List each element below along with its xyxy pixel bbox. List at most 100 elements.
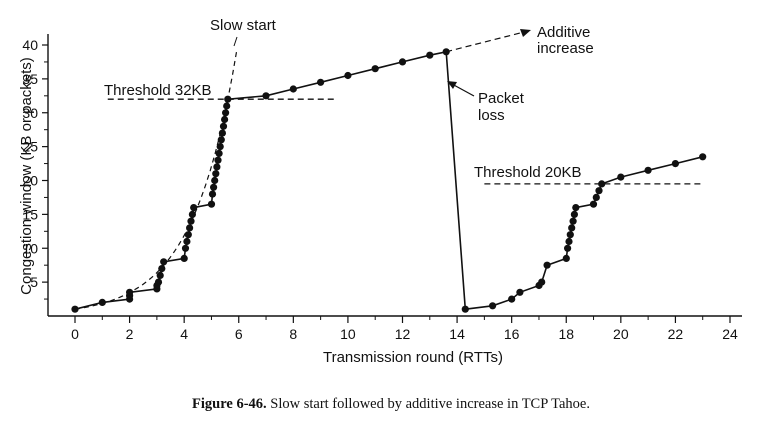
data-point (183, 237, 191, 246)
data-point (569, 217, 577, 225)
annotation-slow-start: Slow start (210, 17, 277, 34)
data-point (219, 122, 228, 130)
data-point (344, 71, 352, 80)
data-point (126, 288, 134, 296)
data-point (221, 115, 229, 124)
data-point (371, 65, 379, 73)
data-point (98, 298, 106, 306)
annotation-additive-increase-1: Additive (537, 24, 590, 41)
data-point (516, 288, 524, 296)
data-point (671, 160, 680, 168)
data-point (214, 156, 222, 164)
x-tick-label: 22 (668, 326, 684, 342)
data-point (190, 204, 198, 212)
annotation-packet-loss-2: loss (478, 107, 505, 124)
data-point (210, 183, 218, 191)
data-point (592, 193, 600, 201)
x-tick-label: 10 (340, 326, 356, 342)
data-point (218, 129, 226, 137)
slow-start-pointer (233, 36, 238, 47)
threshold-lines (107, 98, 703, 185)
data-point (566, 231, 574, 239)
x-tick-label: 6 (235, 326, 243, 342)
data-point (568, 224, 576, 232)
data-point (262, 92, 270, 100)
data-point (564, 244, 572, 252)
data-point (224, 95, 232, 103)
packet-loss-arrowhead (447, 81, 457, 89)
data-point (186, 224, 194, 232)
data-markers (71, 48, 707, 313)
data-point (562, 254, 570, 262)
data-point (538, 278, 546, 286)
figure-caption: Figure 6-46. Slow start followed by addi… (0, 396, 782, 413)
data-point (595, 187, 603, 195)
data-point (160, 258, 168, 266)
data-point (208, 190, 217, 198)
data-point (213, 163, 221, 171)
y-tick-label: 35 (22, 71, 38, 87)
annotation-packet-loss-1: Packet (478, 90, 525, 107)
data-point (211, 176, 219, 185)
data-point (572, 204, 580, 212)
data-point (222, 109, 230, 117)
y-tick-label: 30 (22, 105, 38, 121)
data-point (570, 210, 579, 218)
data-point (154, 278, 163, 286)
y-tick-label: 25 (22, 139, 38, 155)
packet-loss-pointer (451, 83, 475, 97)
data-point (184, 231, 192, 239)
x-tick-label: 4 (180, 326, 188, 342)
data-point (223, 102, 231, 110)
data-point (71, 305, 79, 313)
data-point (398, 58, 407, 66)
annotation-threshold-32kb: Threshold 32KB (104, 82, 212, 99)
annotation-threshold-20kb: Threshold 20KB (474, 164, 582, 181)
additive-increase-guide (446, 30, 529, 53)
data-point (565, 237, 573, 246)
data-point (543, 261, 551, 269)
data-point (188, 210, 196, 218)
data-point (215, 149, 223, 157)
x-tick-label: 12 (395, 326, 411, 342)
data-point (158, 265, 166, 273)
x-tick-label: 0 (71, 326, 79, 342)
data-point (644, 166, 652, 174)
data-point (156, 271, 164, 279)
data-point (617, 173, 625, 181)
y-tick-label: 20 (22, 173, 38, 189)
data-point (207, 200, 216, 208)
x-tick-label: 8 (289, 326, 297, 342)
data-point (598, 180, 606, 188)
data-point (181, 244, 190, 252)
x-tick-label: 24 (722, 326, 738, 342)
data-point (187, 217, 195, 225)
data-point (442, 48, 450, 56)
y-tick-label: 15 (22, 206, 38, 222)
caption-text: Slow start followed by additive increase… (266, 396, 590, 412)
data-point (589, 200, 598, 208)
x-tick-label: 20 (613, 326, 629, 342)
y-tick-label: 10 (22, 240, 38, 256)
data-point (699, 153, 707, 161)
x-tick-label: 14 (449, 326, 465, 342)
data-point (180, 254, 188, 262)
x-tick-label: 16 (504, 326, 520, 342)
data-point (289, 85, 297, 93)
data-point (426, 51, 434, 59)
additive-increase-arrowhead (520, 29, 531, 37)
data-point (489, 302, 497, 310)
data-point (508, 295, 516, 303)
y-axis-label: Congestion window (KB or packets) (18, 57, 35, 295)
y-tick-label: 5 (30, 274, 38, 290)
x-tick-label: 2 (126, 326, 134, 342)
x-tick-label: 18 (558, 326, 574, 342)
x-axis-label: Transmission round (RTTs) (323, 349, 503, 366)
data-point (216, 143, 224, 151)
y-tick-label: 40 (22, 37, 38, 53)
axes (42, 34, 742, 323)
data-point (317, 78, 325, 86)
data-point (212, 170, 220, 178)
